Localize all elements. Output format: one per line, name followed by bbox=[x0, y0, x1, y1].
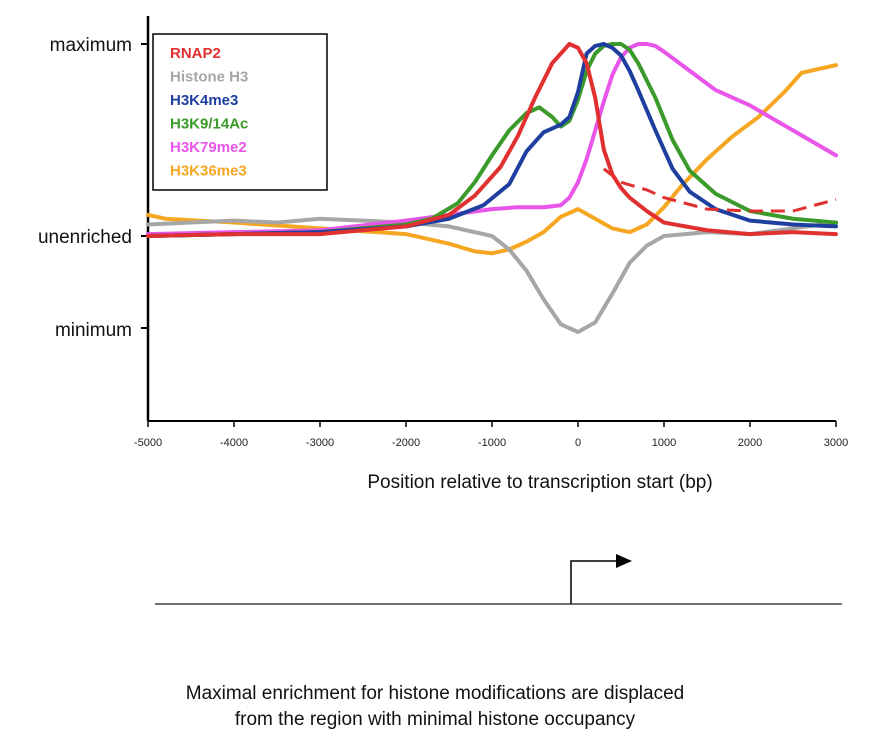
legend: RNAP2 Histone H3 H3K4me3 H3K9/14Ac H3K79me2 H… bbox=[170, 45, 248, 180]
x-tick-label: -5000 bbox=[134, 437, 162, 449]
legend-entry-h3k9-14ac: H3K9/14Ac bbox=[170, 116, 248, 133]
legend-entry-h3k79me2: H3K79me2 bbox=[170, 139, 247, 156]
series-line-h3k36me3 bbox=[146, 63, 838, 256]
y-label-unenriched: unenriched bbox=[38, 227, 132, 248]
tss-arrowhead-icon bbox=[616, 554, 632, 568]
tss-arrow-stem bbox=[570, 560, 618, 604]
series-line-histone-h3 bbox=[146, 216, 838, 334]
caption-line-2: from the region with minimal histone occ… bbox=[234, 709, 636, 730]
series-line-rnap2 bbox=[146, 42, 838, 238]
legend-entry-rnap2: RNAP2 bbox=[170, 45, 221, 62]
x-ticks: -5000 -4000 -3000 -2000 -1000 0 1000 2000 3000 bbox=[134, 421, 848, 449]
series-group bbox=[146, 42, 838, 334]
x-tick-label: -1000 bbox=[478, 437, 506, 449]
series-line-rnap2-dashed bbox=[602, 167, 837, 213]
x-tick-label: 0 bbox=[575, 437, 581, 449]
legend-entry-histone-h3: Histone H3 bbox=[170, 69, 248, 86]
x-tick-label: -4000 bbox=[220, 437, 248, 449]
legend-entry-h3k4me3: H3K4me3 bbox=[170, 92, 238, 109]
x-tick-label: 3000 bbox=[824, 437, 848, 449]
legend-box bbox=[152, 33, 328, 191]
series-line-h3k9-14ac bbox=[146, 42, 838, 238]
legend-entry-h3k36me3: H3K36me3 bbox=[170, 163, 247, 180]
y-label-maximum: maximum bbox=[50, 35, 132, 56]
x-tick-label: 1000 bbox=[652, 437, 676, 449]
caption-line-1: Maximal enrichment for histone modificat… bbox=[185, 683, 685, 704]
series-line-h3k4me3 bbox=[146, 42, 838, 238]
x-tick-label: -3000 bbox=[306, 437, 334, 449]
x-axis-label: Position relative to transcription start… bbox=[367, 472, 712, 493]
x-tick-label: 2000 bbox=[738, 437, 762, 449]
y-label-minimum: minimum bbox=[55, 320, 132, 341]
x-tick-label: -2000 bbox=[392, 437, 420, 449]
